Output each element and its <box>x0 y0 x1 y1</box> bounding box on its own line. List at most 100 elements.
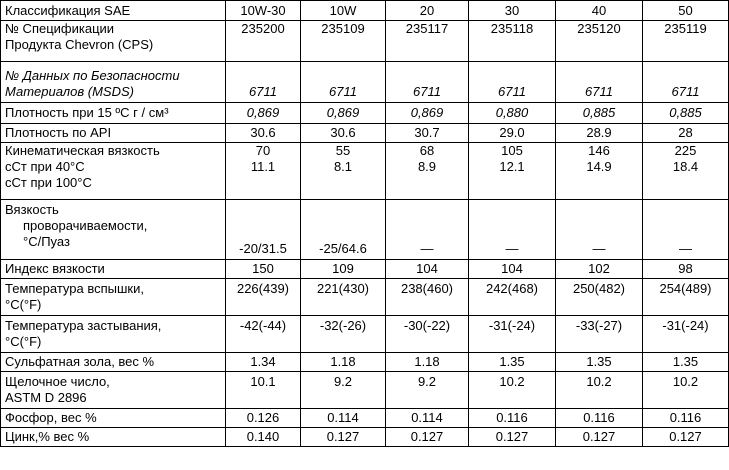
cell-value: 6711 <box>225 61 301 103</box>
cell-line: °C/Пуаз <box>23 234 70 249</box>
cell-line: № Данных по Безопасности <box>5 68 180 83</box>
cell-value: -25/64.6 <box>300 199 386 260</box>
cell-value: -33(-27) <box>555 315 643 353</box>
table-row: Плотность при 15 ºC г / см³ 0,869 0,869 0,8… <box>0 102 729 124</box>
cell-line: Продукта Chevron (CPS) <box>5 37 154 52</box>
cell-value: 109 <box>300 259 386 279</box>
header-grade: 10W-30 <box>225 0 301 21</box>
cell-value: 29.0 <box>468 123 556 143</box>
cell-value: 0.116 <box>642 408 729 428</box>
cell-line: Кинематическая вязкость <box>5 143 160 159</box>
row-label: № Спецификации Продукта Chevron (CPS) <box>0 20 226 62</box>
cell-line: № Спецификации <box>5 21 115 37</box>
cell-line: проворачиваемости, <box>23 218 148 233</box>
cell-line: 18.4 <box>672 159 699 174</box>
header-grade: 20 <box>385 0 469 21</box>
row-label: Фосфор, вес % <box>0 408 226 428</box>
cell-value: 250(482) <box>555 278 643 316</box>
cell-line: Щелочное число, <box>5 374 110 389</box>
table-row: Температура вспышки, °C(°F) 226(439) 221(43… <box>0 278 729 316</box>
cell-line: сСт при 40°C <box>5 159 85 174</box>
cell-value: 10.2 <box>642 371 729 409</box>
cell-line: 105 <box>501 143 523 159</box>
cell-value: 221(430) <box>300 278 386 316</box>
row-label: Плотность по API <box>0 123 226 143</box>
cell-value: 0,869 <box>225 102 301 124</box>
cell-line: 70 <box>255 143 271 159</box>
table-row: Сульфатная зола, вес % 1.34 1.18 1.18 1.35 1.… <box>0 352 729 372</box>
cell-value: 235200 <box>225 20 301 62</box>
cell-value: 6711 <box>468 61 556 103</box>
row-label: Цинк,% вес % <box>0 427 226 447</box>
cell-value: 10.2 <box>555 371 643 409</box>
cell-value: -32(-26) <box>300 315 386 353</box>
header-row: Классификация SAE 10W-30 10W 20 30 40 50 <box>0 0 729 21</box>
cell-line: Температура застывания, <box>5 318 162 333</box>
cell-value: 55 8.1 <box>300 142 386 200</box>
cell-value: 0.126 <box>225 408 301 428</box>
cell-value: 1.18 <box>385 352 469 372</box>
cell-value: 226(439) <box>225 278 301 316</box>
header-grade: 40 <box>555 0 643 21</box>
cell-value: 30.6 <box>300 123 386 143</box>
cell-value: 10.2 <box>468 371 556 409</box>
cell-value: 235109 <box>300 20 386 62</box>
cell-value: 68 8.9 <box>385 142 469 200</box>
cell-value: 0.127 <box>385 427 469 447</box>
cell-value: 1.35 <box>468 352 556 372</box>
cell-value: 1.35 <box>555 352 643 372</box>
table-row: Щелочное число, ASTM D 2896 10.1 9.2 9.2 10.2… <box>0 371 729 409</box>
cell-value: 104 <box>385 259 469 279</box>
cell-value: 105 12.1 <box>468 142 556 200</box>
cell-value: 10.1 <box>225 371 301 409</box>
cell-line: °C(°F) <box>5 297 42 312</box>
cell-value: 0.127 <box>300 427 386 447</box>
table-row: Температура застывания, °C(°F) -42(-44) -32… <box>0 315 729 353</box>
cell-line: 68 <box>419 143 435 159</box>
cell-value: 1.35 <box>642 352 729 372</box>
cell-line: Температура вспышки, <box>5 281 144 296</box>
cell-value: 235119 <box>642 20 729 62</box>
cell-value: 0.116 <box>468 408 556 428</box>
cell-line: сСт при 100°C <box>5 175 92 190</box>
cell-value: 1.34 <box>225 352 301 372</box>
cell-line: Материалов (MSDS) <box>5 84 134 99</box>
cell-value: 235118 <box>468 20 556 62</box>
cell-value: 9.2 <box>300 371 386 409</box>
cell-value: 28 <box>642 123 729 143</box>
cell-line: ASTM D 2896 <box>5 390 87 405</box>
cell-value: — <box>555 199 643 260</box>
cell-line: 14.9 <box>586 159 612 174</box>
cell-value: 102 <box>555 259 643 279</box>
cell-value: — <box>642 199 729 260</box>
cell-value: -20/31.5 <box>225 199 301 260</box>
cell-value: 70 11.1 <box>225 142 301 200</box>
cell-value: 0.127 <box>642 427 729 447</box>
cell-value: -42(-44) <box>225 315 301 353</box>
cell-value: 0,869 <box>385 102 469 124</box>
cell-value: 0.127 <box>555 427 643 447</box>
cell-value: 0.140 <box>225 427 301 447</box>
cell-value: 146 14.9 <box>555 142 643 200</box>
cell-value: — <box>385 199 469 260</box>
table-row: Цинк,% вес % 0.140 0.127 0.127 0.127 0.127 0.1… <box>0 427 729 447</box>
cell-value: -30(-22) <box>385 315 469 353</box>
cell-value: 0,885 <box>555 102 643 124</box>
row-label: Щелочное число, ASTM D 2896 <box>0 371 226 409</box>
cell-value: 238(460) <box>385 278 469 316</box>
cell-value: 1.18 <box>300 352 386 372</box>
cell-value: 254(489) <box>642 278 729 316</box>
row-label: Вязкость проворачиваемости, °C/Пуаз <box>0 199 226 260</box>
cell-line: 225 <box>674 143 697 159</box>
table-row: Плотность по API 30.6 30.6 30.7 29.0 28.9 28 <box>0 123 729 143</box>
cell-value: -31(-24) <box>468 315 556 353</box>
cell-line: 12.1 <box>499 159 525 174</box>
spec-table: Классификация SAE 10W-30 10W 20 30 40 50 № Спе… <box>0 0 729 447</box>
cell-line: °C(°F) <box>5 334 42 349</box>
cell-value: 0,880 <box>468 102 556 124</box>
header-grade: 30 <box>468 0 556 21</box>
cell-value: — <box>468 199 556 260</box>
cell-value: -31(-24) <box>642 315 729 353</box>
cell-value: 30.6 <box>225 123 301 143</box>
